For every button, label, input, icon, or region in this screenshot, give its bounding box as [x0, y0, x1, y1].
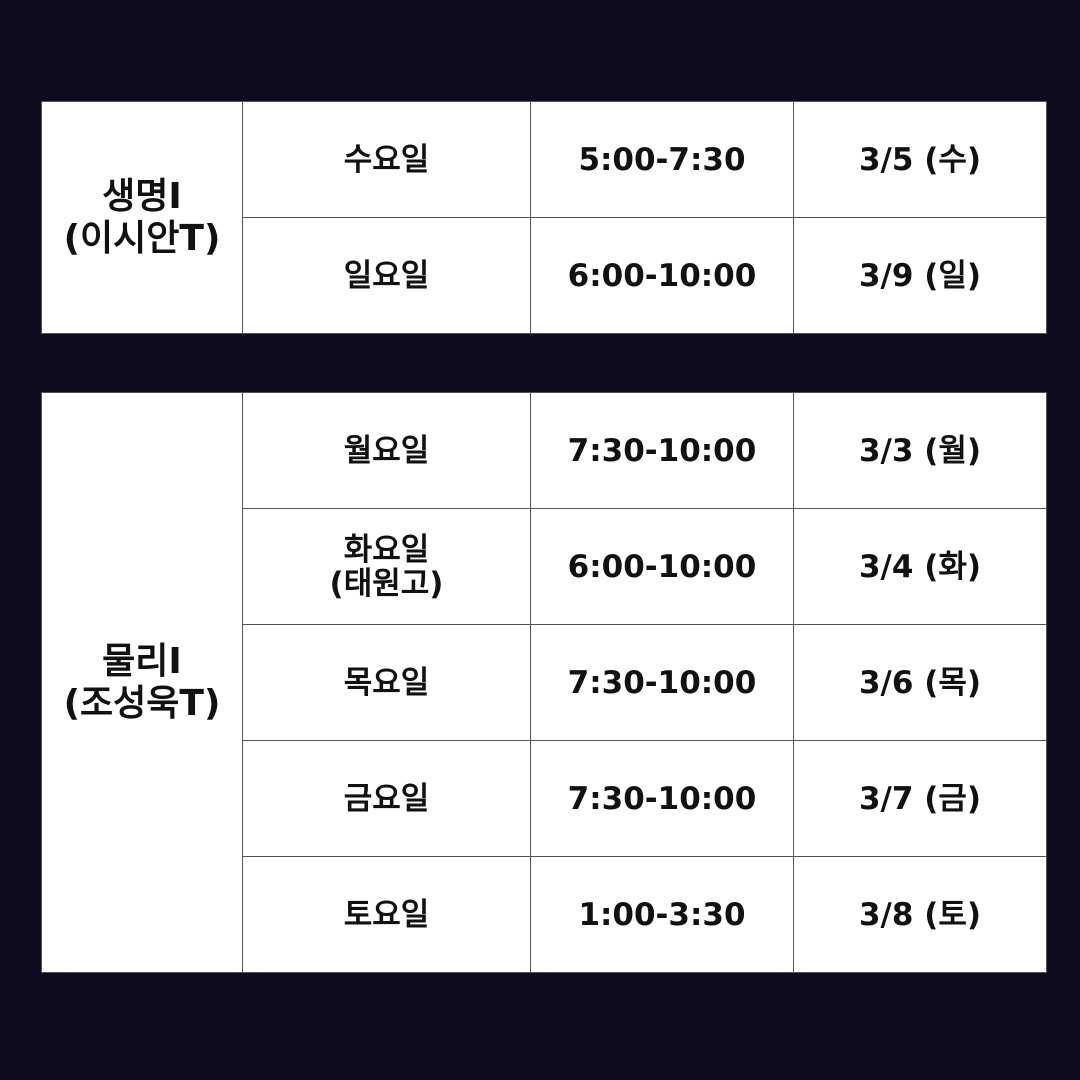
- subject-teacher: (조성욱T): [63, 682, 221, 724]
- time-cell: 5:00-7:30: [530, 101, 794, 218]
- table-row: 목요일 7:30-10:00 3/6 (목): [42, 624, 1047, 741]
- subject-teacher: (이시안T): [63, 217, 221, 259]
- table-row: 토요일 1:00-3:30 3/8 (토): [42, 856, 1047, 973]
- time-cell: 7:30-10:00: [530, 740, 794, 857]
- day-cell: 일요일: [242, 217, 531, 334]
- day-location: (태원고): [329, 565, 444, 602]
- subject-cell-biology: 생명I (이시안T): [41, 101, 243, 334]
- day-cell: 토요일: [242, 856, 531, 973]
- day-cell: 금요일: [242, 740, 531, 857]
- date-cell: 3/3 (월): [793, 392, 1047, 509]
- day-cell: 화요일 (태원고): [242, 508, 531, 625]
- table-row: 물리I (조성욱T) 월요일 7:30-10:00 3/3 (월): [41, 392, 1047, 973]
- date-cell: 3/9 (일): [793, 217, 1047, 334]
- biology-schedule-table: 생명I (이시안T) 수요일 5:00-7:30 3/5 (수) 일요일 6:0…: [41, 101, 1047, 334]
- physics-schedule-table: 물리I (조성욱T) 월요일 7:30-10:00 3/3 (월) 화요일 (태…: [41, 392, 1047, 973]
- table-row: 일요일 6:00-10:00 3/9 (일): [42, 217, 1047, 334]
- day-cell: 월요일: [242, 392, 531, 509]
- time-cell: 6:00-10:00: [530, 508, 794, 625]
- date-cell: 3/8 (토): [793, 856, 1047, 973]
- subject-name: 생명I: [102, 175, 182, 217]
- day-label: 화요일: [343, 531, 430, 568]
- date-cell: 3/7 (금): [793, 740, 1047, 857]
- table-row: 생명I (이시안T) 수요일 5:00-7:30 3/5 (수): [41, 101, 1047, 334]
- subject-cell-physics: 물리I (조성욱T): [41, 392, 243, 973]
- table-row: 금요일 7:30-10:00 3/7 (금): [42, 740, 1047, 857]
- date-cell: 3/4 (화): [793, 508, 1047, 625]
- time-cell: 1:00-3:30: [530, 856, 794, 973]
- time-cell: 7:30-10:00: [530, 392, 794, 509]
- time-cell: 6:00-10:00: [530, 217, 794, 334]
- day-cell: 수요일: [242, 101, 531, 218]
- date-cell: 3/6 (목): [793, 624, 1047, 741]
- day-cell: 목요일: [242, 624, 531, 741]
- time-cell: 7:30-10:00: [530, 624, 794, 741]
- subject-name: 물리I: [102, 640, 182, 682]
- date-cell: 3/5 (수): [793, 101, 1047, 218]
